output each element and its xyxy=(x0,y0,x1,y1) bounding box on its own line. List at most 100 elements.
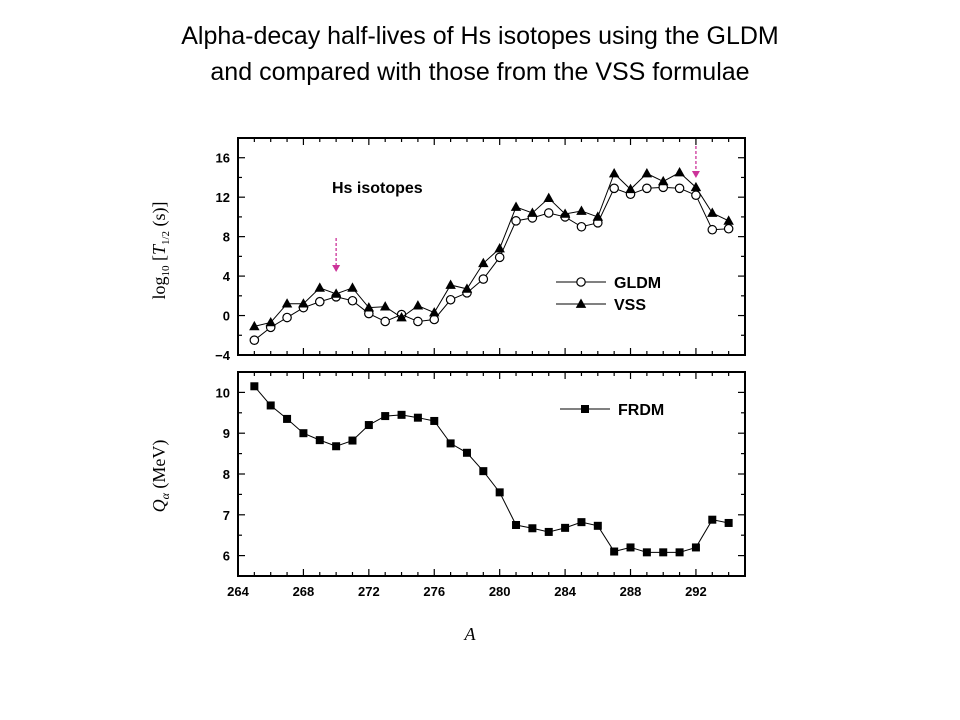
frdm-point xyxy=(266,401,275,410)
x-axis-label: A xyxy=(464,624,477,644)
frdm-point xyxy=(691,543,700,552)
gldm-point xyxy=(429,314,440,325)
x-tick-label: 292 xyxy=(685,584,707,599)
y-tick-label: 8 xyxy=(223,230,230,245)
arrow-head xyxy=(691,171,700,178)
ylab-q: Q xyxy=(149,499,169,512)
vss-point xyxy=(265,316,276,327)
bottom-panel-ticks: 264 268 272 276 280 284 288 292 10 9 8 7 6 xyxy=(216,371,746,599)
vss-point xyxy=(429,307,440,317)
gldm-point xyxy=(707,224,718,235)
bottom-panel-frame xyxy=(237,371,746,577)
bottom-panel-series xyxy=(250,382,733,557)
hs-isotopes-annotation: Hs isotopes xyxy=(332,180,423,197)
frdm-point xyxy=(462,448,471,457)
legend-gldm-label: GLDM xyxy=(614,275,661,292)
frdm-point xyxy=(299,429,308,438)
frdm-point xyxy=(577,518,586,527)
y-tick-label: 10 xyxy=(216,385,230,400)
frdm-point xyxy=(610,547,619,556)
frdm-point xyxy=(593,521,602,530)
frdm-point xyxy=(315,436,324,445)
gldm-point xyxy=(494,252,505,263)
gldm-point xyxy=(445,294,456,305)
gldm-point xyxy=(723,223,734,234)
gldm-point xyxy=(576,221,587,232)
vss-point xyxy=(674,167,685,177)
vss-point xyxy=(641,168,653,178)
slide-title: Alpha-decay half-lives of Hs isotopes us… xyxy=(0,18,960,90)
frdm-point xyxy=(626,543,635,552)
x-tick-label: 268 xyxy=(293,584,315,599)
vss-point xyxy=(543,192,554,203)
gldm-point xyxy=(413,316,423,327)
y-tick-label: −4 xyxy=(215,348,231,363)
frdm-point xyxy=(724,518,733,527)
ylab-t-sub: 1/2 xyxy=(160,231,172,245)
vss-point xyxy=(608,168,620,178)
frdm-point xyxy=(561,523,570,532)
gldm-point xyxy=(642,183,652,194)
frdm-point xyxy=(364,421,373,430)
vss-point xyxy=(723,215,734,225)
vss-point xyxy=(559,208,571,218)
x-tick-label: 272 xyxy=(358,584,380,599)
y-tick-label: 9 xyxy=(223,426,230,441)
frdm-point xyxy=(528,524,537,533)
bottom-legend: FRDM xyxy=(560,402,664,419)
y-tick-label: 0 xyxy=(223,309,230,324)
vss-point xyxy=(658,175,669,186)
frdm-point xyxy=(397,410,406,419)
vss-point xyxy=(281,298,293,308)
top-legend: GLDM VSS xyxy=(556,275,661,314)
top-panel-series xyxy=(249,167,734,346)
gldm-point xyxy=(347,295,358,306)
vss-point xyxy=(690,181,702,192)
slide-title-line-2: and compared with those from the VSS for… xyxy=(210,58,750,86)
legend-gldm-marker xyxy=(576,277,586,287)
gldm-point xyxy=(249,335,260,346)
ylab-q-rest: (MeV) xyxy=(149,440,170,493)
frdm-point xyxy=(413,413,422,422)
gldm-point xyxy=(511,216,521,226)
gldm-point xyxy=(478,274,489,284)
gldm-point xyxy=(674,183,685,194)
frdm-point xyxy=(659,548,668,557)
vss-point xyxy=(592,211,604,221)
top-panel-frame xyxy=(237,137,746,356)
gldm-point xyxy=(282,312,292,323)
top-panel-ticks: 16 12 8 4 0 −4 xyxy=(215,137,746,363)
vss-point xyxy=(412,300,424,310)
series-line-vss xyxy=(254,171,729,327)
gldm-point xyxy=(314,296,325,307)
frdm-point xyxy=(250,382,259,391)
gldm-point xyxy=(543,208,554,218)
ylab-log: log xyxy=(149,277,169,300)
vss-point xyxy=(347,282,358,292)
legend-frdm-marker xyxy=(581,405,589,413)
ylab-log-sub: 10 xyxy=(160,265,172,277)
frdm-point xyxy=(381,412,390,421)
arrow-head xyxy=(332,265,341,272)
series-line-gldm xyxy=(254,186,729,341)
vss-point xyxy=(249,320,260,331)
vss-point xyxy=(527,207,538,217)
vss-point xyxy=(396,312,407,322)
ylab-open: [ xyxy=(149,255,169,266)
frdm-point xyxy=(283,414,292,423)
x-tick-label: 264 xyxy=(227,584,249,599)
x-tick-label: 280 xyxy=(489,584,511,599)
x-tick-label: 284 xyxy=(554,584,576,599)
vss-point xyxy=(298,298,309,308)
vss-point xyxy=(707,207,718,217)
frdm-point xyxy=(544,527,553,536)
highlight-arrows xyxy=(332,146,700,272)
y-tick-label: 6 xyxy=(223,549,230,564)
y-tick-label: 7 xyxy=(223,508,230,523)
vss-point xyxy=(461,283,473,293)
vss-point xyxy=(625,183,636,194)
y-tick-label: 8 xyxy=(223,467,230,482)
frdm-point xyxy=(675,548,684,557)
gldm-point xyxy=(609,183,619,194)
